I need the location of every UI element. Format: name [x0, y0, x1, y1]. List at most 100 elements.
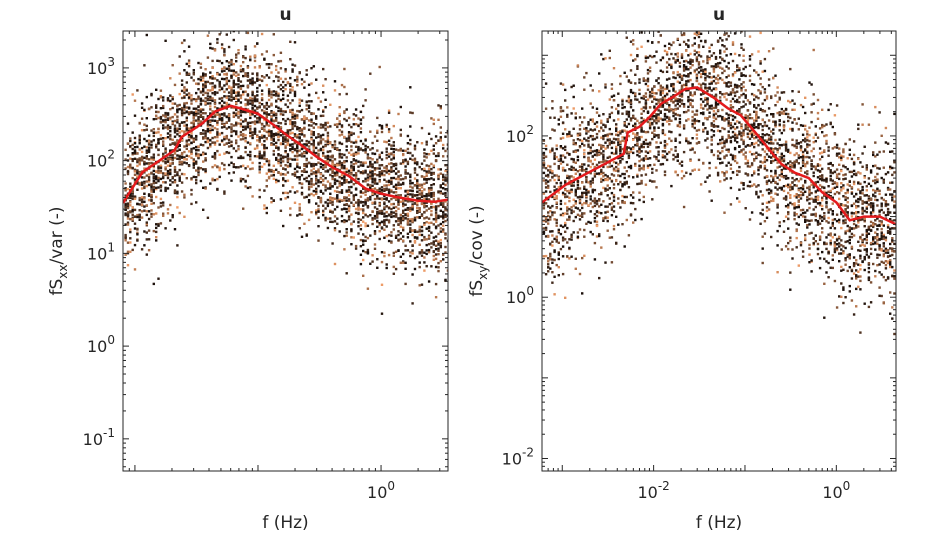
scatter-point	[223, 84, 225, 86]
scatter-point	[404, 209, 406, 211]
scatter-point	[221, 78, 223, 80]
scatter-point	[390, 137, 392, 139]
scatter-point	[419, 210, 421, 212]
scatter-point	[619, 83, 621, 85]
scatter-point	[132, 249, 134, 251]
scatter-point	[336, 194, 338, 196]
scatter-point	[313, 65, 315, 67]
scatter-point	[141, 129, 143, 131]
scatter-point	[339, 123, 341, 125]
scatter-point	[197, 118, 199, 120]
scatter-point	[150, 172, 152, 174]
scatter-point	[139, 137, 141, 139]
scatter-point	[433, 259, 435, 261]
scatter-point	[444, 184, 446, 186]
scatter-point	[174, 169, 176, 171]
scatter-point	[167, 177, 169, 179]
scatter-point	[308, 100, 310, 102]
scatter-point	[545, 156, 547, 158]
scatter-point	[632, 152, 634, 154]
scatter-point	[179, 180, 181, 182]
scatter-point	[581, 207, 583, 209]
scatter-point	[235, 83, 237, 85]
scatter-point	[150, 183, 152, 185]
scatter-point	[193, 120, 195, 122]
scatter-point	[207, 102, 209, 104]
scatter-point	[136, 146, 138, 148]
scatter-point	[350, 202, 352, 204]
scatter-point	[437, 240, 439, 242]
scatter-point	[327, 141, 329, 143]
scatter-point	[228, 91, 230, 93]
scatter-point	[611, 88, 613, 90]
scatter-point	[296, 150, 298, 152]
scatter-point	[313, 190, 315, 192]
scatter-point	[381, 172, 383, 174]
scatter-point	[172, 181, 174, 183]
scatter-point	[435, 248, 437, 250]
scatter-point	[132, 148, 134, 150]
scatter-point	[167, 132, 169, 134]
scatter-point	[428, 178, 430, 180]
scatter-point	[407, 135, 409, 137]
scatter-point	[251, 73, 253, 75]
scatter-point	[435, 226, 437, 228]
scatter-point	[598, 277, 600, 279]
scatter-point	[579, 209, 581, 211]
scatter-point	[310, 157, 312, 159]
scatter-point	[146, 180, 148, 182]
scatter-point	[549, 216, 551, 218]
scatter-point	[162, 137, 164, 139]
scatter-point	[549, 191, 551, 193]
scatter-point	[590, 160, 592, 162]
scatter-point	[411, 159, 413, 161]
scatter-point	[336, 164, 338, 166]
scatter-point	[294, 115, 296, 117]
scatter-point	[579, 200, 581, 202]
scatter-point	[261, 75, 263, 77]
scatter-point	[299, 213, 301, 215]
scatter-point	[287, 118, 289, 120]
scatter-point	[261, 123, 263, 125]
scatter-point	[148, 158, 150, 160]
scatter-point	[155, 239, 157, 241]
scatter-point	[306, 196, 308, 198]
scatter-point	[383, 203, 385, 205]
scatter-point	[148, 143, 150, 145]
scatter-point	[275, 75, 277, 77]
scatter-point	[393, 215, 395, 217]
scatter-point	[604, 142, 606, 144]
scatter-point	[393, 224, 395, 226]
scatter-point	[132, 152, 134, 154]
scatter-point	[360, 123, 362, 125]
scatter-point	[549, 117, 551, 119]
scatter-point	[386, 141, 388, 143]
scatter-point	[346, 156, 348, 158]
scatter-point	[289, 207, 291, 209]
scatter-point	[237, 100, 239, 102]
scatter-point	[594, 217, 596, 219]
scatter-point	[583, 186, 585, 188]
scatter-point	[306, 117, 308, 119]
scatter-point	[587, 181, 589, 183]
scatter-point	[379, 156, 381, 158]
scatter-point	[223, 73, 225, 75]
scatter-point	[127, 173, 129, 175]
scatter-point	[183, 131, 185, 133]
scatter-point	[609, 128, 611, 130]
scatter-point	[543, 255, 545, 257]
scatter-point	[435, 253, 437, 255]
scatter-point	[317, 185, 319, 187]
scatter-point	[613, 196, 615, 198]
scatter-point	[308, 124, 310, 126]
scatter-point	[577, 170, 579, 172]
scatter-point	[348, 194, 350, 196]
scatter-point	[251, 131, 253, 133]
scatter-point	[277, 136, 279, 138]
scatter-point	[280, 88, 282, 90]
scatter-point	[132, 144, 134, 146]
scatter-point	[188, 112, 190, 114]
scatter-point	[172, 162, 174, 164]
scatter-point	[553, 218, 555, 220]
scatter-point	[400, 220, 402, 222]
